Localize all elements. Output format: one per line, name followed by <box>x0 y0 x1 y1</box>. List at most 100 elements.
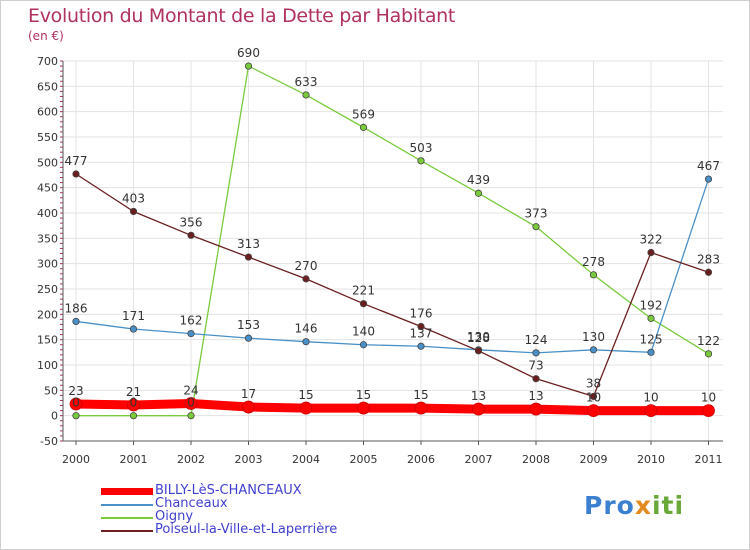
data-label-0: 15 <box>298 388 313 402</box>
series-point-3 <box>244 253 253 261</box>
series-point-3 <box>704 268 713 276</box>
series-line-1 <box>75 178 710 354</box>
data-label-2: 633 <box>295 75 318 89</box>
series-point-0 <box>184 397 198 410</box>
y-tick-label: 650 <box>37 80 58 93</box>
series-point-3 <box>474 347 483 355</box>
data-label-2: 439 <box>467 173 490 187</box>
y-tick-label: 150 <box>37 334 58 347</box>
series-point-1 <box>417 342 425 350</box>
legend-swatch-poiseul <box>101 530 153 532</box>
data-label-0: 13 <box>471 389 486 403</box>
series-point-1 <box>359 341 368 349</box>
series-line-3 <box>75 173 710 398</box>
series-point-1 <box>647 348 655 356</box>
x-tick-label: 2003 <box>235 453 263 466</box>
series-point-3 <box>359 300 368 308</box>
series-point-0 <box>69 397 83 411</box>
x-tick-label: 2008 <box>522 453 550 466</box>
series-point-3 <box>302 275 310 283</box>
data-label-2: 690 <box>237 46 260 60</box>
data-label-0: 21 <box>126 385 141 399</box>
series-point-1 <box>302 338 310 346</box>
data-label-2: 278 <box>582 255 605 269</box>
y-tick-label: 200 <box>37 308 58 321</box>
y-tick-label: 600 <box>37 106 58 119</box>
x-tick-label: 2011 <box>695 453 723 466</box>
series-point-2 <box>244 62 253 70</box>
series-point-2 <box>359 123 368 131</box>
data-label-1: 186 <box>65 301 88 315</box>
data-label-1: 124 <box>525 333 548 347</box>
data-label-0: 13 <box>528 389 543 403</box>
data-label-1: 137 <box>410 326 433 340</box>
data-label-1: 146 <box>295 322 318 336</box>
chart-unit-label: (en €) <box>28 29 64 43</box>
data-label-3: 477 <box>65 154 88 168</box>
data-label-3: 38 <box>586 376 601 390</box>
series-point-3 <box>647 248 655 257</box>
series-point-0 <box>702 404 715 418</box>
data-label-2: 373 <box>525 207 548 221</box>
x-tick-label: 2002 <box>177 453 205 466</box>
legend-swatch-oigny <box>101 517 153 519</box>
series-point-0 <box>529 402 543 416</box>
data-label-3: 73 <box>528 359 543 373</box>
series-point-2 <box>187 412 195 420</box>
series-point-2 <box>532 223 540 231</box>
legend-label-billy: BILLY-LèS-CHANCEAUX <box>155 483 302 498</box>
y-tick-label: 500 <box>37 156 58 169</box>
series-point-3 <box>187 231 195 239</box>
series-point-1 <box>704 175 713 183</box>
data-label-1: 153 <box>237 318 260 332</box>
series-point-1 <box>532 349 540 357</box>
series-point-0 <box>127 398 140 412</box>
series-point-0 <box>587 404 600 418</box>
x-tick-label: 2010 <box>637 453 665 466</box>
data-label-1: 125 <box>640 332 663 346</box>
data-label-0: 10 <box>586 391 601 405</box>
series-point-2 <box>72 412 80 420</box>
data-label-1: 130 <box>467 330 490 344</box>
x-tick-label: 2000 <box>62 453 90 466</box>
y-tick-label: 450 <box>37 182 58 195</box>
series-point-2 <box>474 189 483 197</box>
data-label-2: 122 <box>697 334 720 348</box>
data-label-2: 503 <box>410 141 433 155</box>
data-label-2: 0 <box>130 396 138 410</box>
series-point-0 <box>472 402 485 416</box>
series-point-1 <box>72 317 80 326</box>
legend-label-oigny: Oigny <box>155 509 194 524</box>
series-point-1 <box>589 346 598 354</box>
series-point-0 <box>299 401 313 415</box>
data-label-1: 171 <box>122 309 145 323</box>
data-label-1: 467 <box>697 159 720 173</box>
y-tick-label: 0 <box>51 410 58 423</box>
data-label-3: 221 <box>352 284 375 298</box>
data-label-1: 130 <box>582 330 605 344</box>
series-point-0 <box>242 400 255 414</box>
x-tick-label: 2001 <box>120 453 148 466</box>
data-label-3: 403 <box>122 191 145 205</box>
data-label-0: 17 <box>241 387 256 401</box>
x-tick-label: 2005 <box>350 453 378 466</box>
series-point-2 <box>129 412 138 420</box>
legend-swatch-billy <box>101 488 153 495</box>
series-point-3 <box>532 375 540 383</box>
series-point-2 <box>302 91 310 99</box>
legend-swatch-chanceaux <box>101 504 153 506</box>
x-tick-label: 2007 <box>465 453 493 466</box>
series-point-3 <box>589 392 598 401</box>
y-tick-label: 550 <box>37 131 58 144</box>
legend-label-chanceaux: Chanceaux <box>155 496 228 511</box>
series-point-3 <box>417 322 425 331</box>
series-point-2 <box>589 271 598 279</box>
data-label-1: 140 <box>352 325 375 339</box>
series-point-1 <box>187 329 195 338</box>
data-label-0: 15 <box>356 388 371 402</box>
data-label-2: 192 <box>640 298 663 312</box>
x-tick-label: 2009 <box>580 453 608 466</box>
chart-title: Evolution du Montant de la Dette par Hab… <box>28 5 456 27</box>
